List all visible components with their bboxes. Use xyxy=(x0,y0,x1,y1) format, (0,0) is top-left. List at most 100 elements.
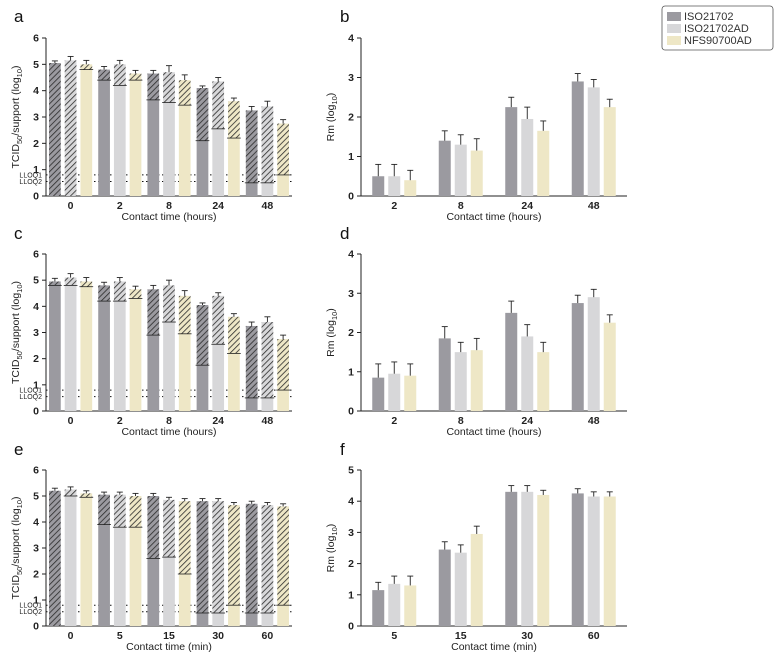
bar xyxy=(438,140,451,196)
x-tick-label: 2 xyxy=(117,200,123,212)
y-axis-label-subscript: 10 xyxy=(15,500,24,508)
bar-hatch xyxy=(129,496,142,528)
bar-hatch xyxy=(64,489,77,496)
bar xyxy=(571,81,584,196)
bar-hatch xyxy=(277,506,289,606)
bar xyxy=(113,494,126,626)
panel-f: f 0 1 2 3 4 5 Rm (log10) Contact time (min) 5 15 30… xyxy=(325,440,627,653)
bar xyxy=(388,583,401,626)
y-axis-label-subscript: 10 xyxy=(15,69,24,77)
y-tick-label: 3 xyxy=(33,327,39,339)
panel-b: b 0 1 2 3 4 Rm (log10) Contact time (hours) 2 8 24… xyxy=(325,7,627,223)
y-tick-label: 1 xyxy=(33,595,39,607)
y-axis-label: TCID50/support (log10) xyxy=(10,281,24,384)
bar xyxy=(388,373,401,411)
bar-hatch xyxy=(113,494,126,528)
x-tick-label: 30 xyxy=(212,630,224,642)
legend: ISO21702 ISO21702AD NFS90700AD xyxy=(661,5,774,51)
bar xyxy=(521,118,534,196)
y-tick-label: 4 xyxy=(348,33,354,45)
bar xyxy=(98,69,110,196)
y-tick-label: 0 xyxy=(348,406,354,418)
bar xyxy=(537,352,550,411)
bar xyxy=(438,549,451,626)
bar xyxy=(603,107,616,196)
bar xyxy=(178,295,191,411)
y-tick-label: 2 xyxy=(348,327,354,339)
bar-hatch xyxy=(277,339,289,391)
y-axis-label-part: Rm (log xyxy=(325,535,337,572)
bar-hatch xyxy=(80,281,93,287)
lloq-label: LLOQ1 xyxy=(19,603,42,610)
bar-hatch xyxy=(163,72,175,103)
bar xyxy=(196,88,209,196)
x-tick-label: 24 xyxy=(521,200,533,212)
bar-hatch xyxy=(196,501,209,613)
y-tick-label: 2 xyxy=(33,353,39,365)
bar xyxy=(505,491,518,626)
y-axis-label-part: ) xyxy=(10,496,22,500)
bar-hatch xyxy=(228,101,240,139)
y-tick-label: 4 xyxy=(33,85,39,97)
y-tick-label: 0 xyxy=(33,621,39,633)
y-axis-label-subscript: 10 xyxy=(330,527,339,535)
bar xyxy=(470,350,483,411)
bar xyxy=(113,64,126,196)
bar xyxy=(537,130,550,196)
bar-hatch xyxy=(196,305,209,366)
y-tick-label: 6 xyxy=(33,249,39,261)
x-tick-label: 48 xyxy=(588,200,600,212)
bar-hatch xyxy=(49,490,61,626)
bar xyxy=(372,176,385,196)
y-tick-label: 0 xyxy=(348,191,354,203)
bar-hatch xyxy=(147,289,160,336)
y-axis-label: Rm (log10) xyxy=(325,308,339,357)
legend-swatch-iso21702 xyxy=(667,12,681,21)
bar xyxy=(228,316,240,411)
y-tick-label: 6 xyxy=(33,465,39,477)
bar xyxy=(603,496,616,626)
bar xyxy=(521,491,534,626)
bar xyxy=(603,322,616,411)
x-tick-label: 5 xyxy=(391,630,397,642)
y-axis-label-part: /support (log xyxy=(10,293,22,352)
y-axis-label-part: ) xyxy=(325,308,337,312)
bar xyxy=(80,64,93,196)
y-tick-label: 2 xyxy=(33,138,39,150)
x-tick-label: 8 xyxy=(458,200,464,212)
x-axis-label: Contact time (min) xyxy=(451,641,537,653)
x-tick-label: 24 xyxy=(212,200,224,212)
y-axis-label-part: TCID xyxy=(10,144,22,169)
y-axis-label-subscript: 10 xyxy=(330,96,339,104)
lloq-label: LLOQ2 xyxy=(19,609,42,616)
y-tick-label: 4 xyxy=(348,249,354,261)
x-tick-label: 0 xyxy=(68,415,74,427)
y-axis-label-part: TCID xyxy=(10,575,22,600)
panel-label: a xyxy=(14,7,24,26)
bar-hatch xyxy=(245,325,258,398)
bar xyxy=(404,375,417,411)
y-axis-label-part: ) xyxy=(10,65,22,69)
y-axis-label: Rm (log10) xyxy=(325,524,339,573)
bar-hatch xyxy=(163,285,175,323)
bar-hatch xyxy=(113,281,126,302)
y-axis-label-part: ) xyxy=(10,281,22,285)
x-axis-label: Contact time (hours) xyxy=(121,426,216,438)
legend-label-iso21702: ISO21702 xyxy=(684,11,734,23)
bar-hatch xyxy=(245,503,258,613)
bar-hatch xyxy=(98,69,110,81)
bar xyxy=(454,352,467,411)
bar xyxy=(49,281,61,411)
x-tick-label: 48 xyxy=(588,415,600,427)
bar xyxy=(587,87,600,196)
bar xyxy=(228,101,240,196)
bar xyxy=(147,73,160,196)
bar-hatch xyxy=(98,494,110,525)
lloq-label: LLOQ1 xyxy=(19,172,42,179)
bar xyxy=(98,285,110,411)
y-axis-label-part: ) xyxy=(325,524,337,528)
x-tick-label: 24 xyxy=(212,415,224,427)
bar xyxy=(404,585,417,626)
bar xyxy=(163,285,175,411)
x-axis-label: Contact time (min) xyxy=(126,641,212,653)
